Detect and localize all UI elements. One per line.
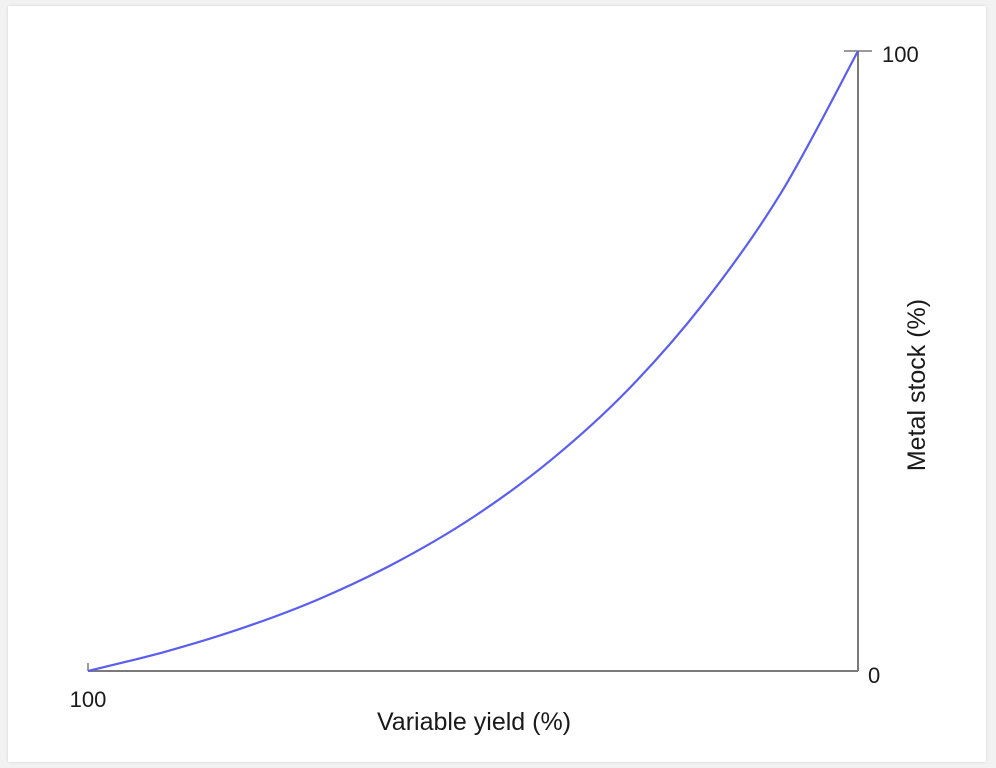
x-axis-title: Variable yield (%) bbox=[377, 708, 571, 736]
chart-card bbox=[8, 6, 986, 762]
y-tick-label-100: 100 bbox=[882, 42, 919, 67]
y-tick-label-0: 0 bbox=[868, 663, 880, 688]
x-tick-label-100: 100 bbox=[70, 687, 107, 712]
series-line bbox=[87, 50, 859, 673]
y-axis-title: Metal stock (%) bbox=[903, 299, 931, 471]
